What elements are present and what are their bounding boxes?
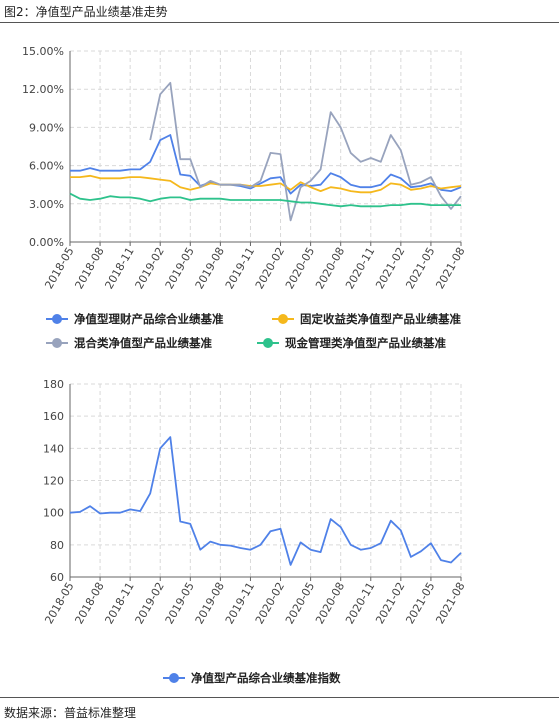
y-tick-label: 6.00% <box>29 160 64 173</box>
y-tick-label: 9.00% <box>29 121 64 134</box>
x-tick-label: 2020-05 <box>283 245 317 291</box>
chart-canvas: 0.00%3.00%6.00%9.00%12.00%15.00%2018-052… <box>22 45 468 685</box>
x-tick-label: 2019-05 <box>163 580 197 626</box>
x-tick-label: 2018-05 <box>42 245 76 291</box>
x-tick-label: 2021-08 <box>433 580 467 626</box>
legend-label: 净值型理财产品综合业绩基准 <box>74 312 224 326</box>
y-tick-label: 120 <box>43 475 64 488</box>
x-tick-label: 2020-11 <box>343 580 377 626</box>
legend-label: 混合类净值型产品业绩基准 <box>74 336 212 350</box>
chart-panel-2: 60 80 100 120 140 160 180 2018-052018-082018-11… <box>42 378 467 685</box>
y-tick-label: 3.00% <box>29 198 64 211</box>
x-tick-label: 2019-11 <box>223 245 257 291</box>
x-tick-label: 2018-11 <box>103 580 137 626</box>
y-tick-label: 60 <box>50 571 64 584</box>
x-tick-label: 2020-11 <box>343 245 377 291</box>
x-tick-label: 2020-08 <box>313 245 347 291</box>
legend-swatch-dot <box>52 338 62 348</box>
legend-label: 现金管理类净值型产品业绩基准 <box>285 336 446 350</box>
x-tick-label: 2018-05 <box>42 580 76 626</box>
top-divider <box>0 22 559 23</box>
x-tick-label: 2020-05 <box>283 580 317 626</box>
series-line-1 <box>69 436 462 566</box>
x-tick-label: 2018-08 <box>72 580 106 626</box>
legend-label: 净值型产品综合业绩基准指数 <box>191 671 341 685</box>
x-tick-label: 2021-05 <box>403 580 437 626</box>
x-tick-label: 2019-08 <box>193 580 227 626</box>
x-tick-label: 2019-02 <box>133 245 167 291</box>
bottom-divider <box>0 697 559 698</box>
source-note: 数据来源：普益标准整理 <box>4 706 137 720</box>
x-tick-label: 2019-11 <box>223 580 257 626</box>
legend-swatch-dot <box>169 673 179 683</box>
x-tick-label: 2019-08 <box>193 245 227 291</box>
legend-label: 固定收益类净值型产品业绩基准 <box>300 312 461 326</box>
x-tick-label: 2020-02 <box>253 580 287 626</box>
y-tick-label: 160 <box>43 410 64 423</box>
series-line-3 <box>149 81 462 222</box>
x-tick-label: 2018-11 <box>103 245 137 291</box>
x-tick-label: 2021-05 <box>403 245 437 291</box>
x-tick-label: 2020-02 <box>253 245 287 291</box>
y-tick-label: 80 <box>50 539 64 552</box>
series-line-2 <box>70 174 462 194</box>
figure-title: 图2：净值型产品业绩基准走势 <box>4 5 168 19</box>
x-tick-label: 2021-08 <box>433 245 467 291</box>
x-tick-label: 2019-02 <box>133 580 167 626</box>
legend-swatch-dot <box>263 338 273 348</box>
y-tick-label: 100 <box>43 507 64 520</box>
y-tick-label: 140 <box>43 442 64 455</box>
legend-swatch-dot <box>52 314 62 324</box>
y-tick-label: 0.00% <box>29 236 64 249</box>
x-tick-label: 2020-08 <box>313 580 347 626</box>
chart-panel-1: 0.00%3.00%6.00%9.00%12.00%15.00%2018-052… <box>22 45 468 350</box>
y-tick-label: 12.00% <box>22 83 64 96</box>
x-tick-label: 2019-05 <box>163 245 197 291</box>
series-line-4 <box>69 192 461 208</box>
series-line-1 <box>70 134 462 195</box>
y-tick-label: 15.00% <box>22 45 64 58</box>
x-tick-label: 2021-02 <box>373 580 407 626</box>
y-tick-label: 180 <box>43 378 64 391</box>
x-tick-label: 2021-02 <box>373 245 407 291</box>
legend-swatch-dot <box>278 314 288 324</box>
x-tick-label: 2018-08 <box>72 245 106 291</box>
